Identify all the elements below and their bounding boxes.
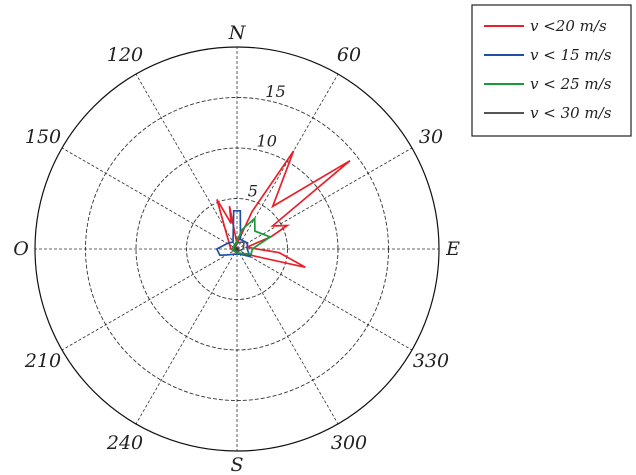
- angle-label-180: O: [13, 238, 29, 260]
- angle-label-240: 240: [106, 432, 143, 454]
- polar-labels: 5 10 15 N 60 30 E 330 300 S 240 210 O 150 120: [13, 22, 460, 475]
- legend-label-3: v < 30 m/s: [530, 104, 612, 122]
- spoke-210: [61, 248, 238, 351]
- angle-label-270: S: [230, 454, 243, 475]
- angle-label-0: E: [445, 238, 460, 260]
- ring-label-5: 5: [248, 181, 258, 200]
- angle-label-330: 330: [413, 350, 449, 372]
- legend-label-1: v < 15 m/s: [530, 46, 612, 64]
- series-layer: [215, 150, 351, 269]
- series-3-line: [232, 240, 246, 254]
- legend-box: [471, 4, 632, 137]
- angle-label-300: 300: [331, 432, 367, 454]
- series-2-line: [230, 216, 273, 256]
- legend-label-2: v < 25 m/s: [530, 75, 612, 93]
- ring-10: [135, 147, 339, 351]
- legend-label-0: v <20 m/s: [530, 17, 607, 35]
- legend: v <20 m/s v < 15 m/s v < 25 m/s v < 30 m/s: [471, 4, 632, 137]
- spoke-330: [236, 248, 413, 351]
- ring-15: [85, 97, 389, 401]
- angle-label-60: 60: [337, 44, 361, 66]
- polar-grid: [34, 46, 440, 452]
- angle-label-150: 150: [25, 126, 61, 148]
- ring-label-10: 10: [257, 132, 277, 151]
- ring-label-15: 15: [265, 82, 285, 101]
- spoke-30: [236, 147, 413, 250]
- angle-label-30: 30: [419, 126, 443, 148]
- ring-5: [186, 198, 288, 300]
- outer-ring: [34, 46, 440, 452]
- angle-label-210: 210: [24, 350, 61, 372]
- angle-label-120: 120: [107, 44, 143, 66]
- angle-label-90: N: [228, 22, 247, 44]
